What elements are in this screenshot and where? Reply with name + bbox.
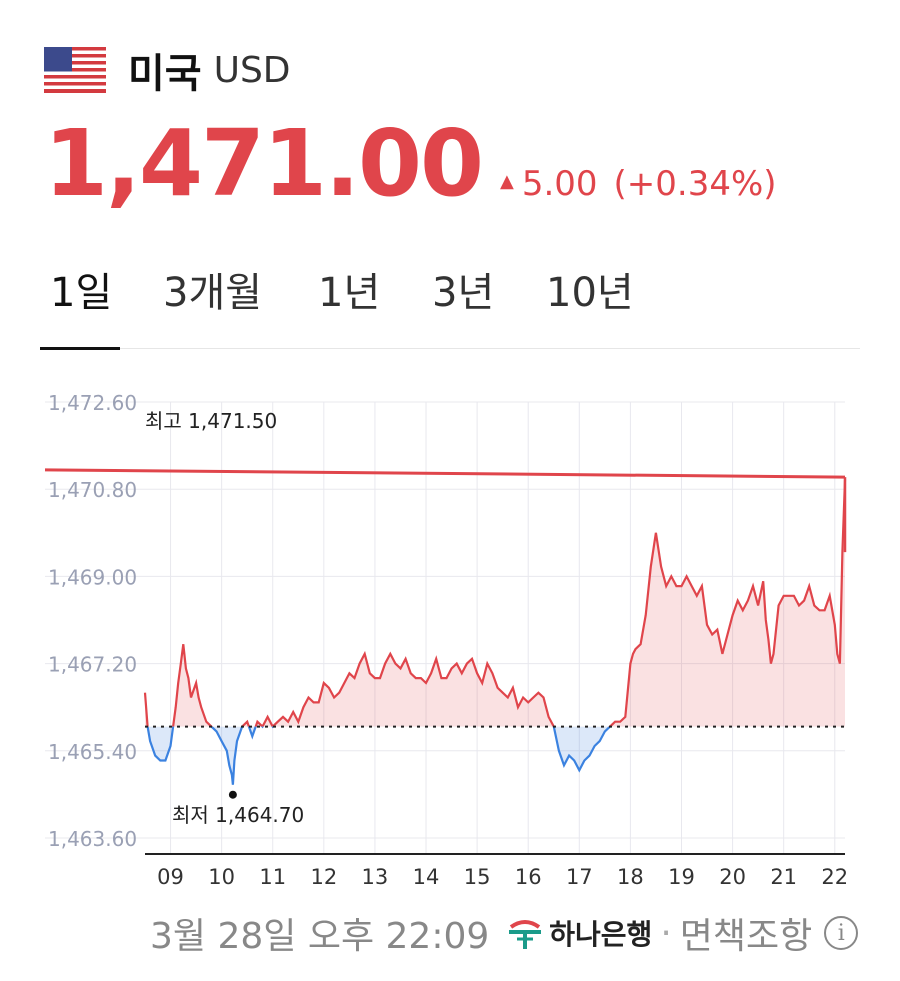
tab-1-day[interactable]: 1일: [50, 270, 113, 316]
series-line-below: [146, 726, 612, 785]
x-tick-label: 15: [464, 865, 491, 889]
y-tick-label: 1,463.60: [48, 827, 137, 851]
x-tick-label: 12: [310, 865, 337, 889]
x-tick-label: 22: [821, 865, 848, 889]
y-tick-label: 1,470.80: [48, 478, 137, 502]
disclaimer-link[interactable]: 면책조항: [679, 916, 813, 957]
bank-name: 하나은행: [549, 918, 653, 951]
tab-3-years[interactable]: 3년: [432, 270, 495, 316]
current-price: 1,471.00: [44, 110, 484, 217]
x-tick-label: 10: [208, 865, 235, 889]
y-tick-label: 1,467.20: [48, 653, 137, 677]
info-icon[interactable]: i: [824, 916, 859, 950]
high-label: 최고 1,471.50: [145, 409, 277, 433]
series-line-above: [143, 479, 847, 727]
price-change: ▲ 5.00 (+0.34%): [500, 164, 777, 204]
change-amount: 5.00: [521, 164, 598, 204]
currency-code: USD: [213, 49, 291, 91]
footer: 3월 28일 오후 22:09 하나은행 · 면책조항 i: [150, 905, 859, 961]
tab-1-year[interactable]: 1년: [318, 270, 381, 316]
x-tick-label: 21: [770, 865, 797, 889]
x-tick-label: 16: [515, 865, 542, 889]
triangle-up-icon: ▲: [499, 171, 514, 192]
exchange-rate-chart: 1,472.60 1,470.80 1,469.00 1,467.20 1,465.40…: [44, 391, 848, 889]
update-timestamp: 3월 28일 오후 22:09: [150, 916, 490, 957]
quote: 1,471.00 ▲ 5.00 (+0.34%): [44, 110, 777, 220]
x-tick-label: 20: [719, 865, 746, 889]
x-tick-label: 17: [566, 865, 593, 889]
x-tick-label: 13: [362, 865, 389, 889]
area-fill-above: [145, 479, 845, 727]
hana-bank-logo-icon: 하나은행: [505, 913, 652, 953]
x-tick-label: 19: [668, 865, 695, 889]
period-tabs: 1일 3개월 1년 3년 10년: [40, 260, 860, 350]
x-tick-label: 18: [617, 865, 644, 889]
active-tab-indicator: [40, 347, 120, 350]
low-point-marker: [228, 790, 237, 799]
y-tick-label: 1,469.00: [48, 565, 137, 589]
x-tick-label: 09: [157, 865, 184, 889]
y-tick-label: 1,472.60: [48, 391, 137, 415]
x-tick-label: 14: [413, 865, 440, 889]
separator: ·: [660, 912, 672, 954]
change-percent: (+0.34%): [613, 164, 777, 204]
x-tick-label: 11: [259, 865, 286, 889]
header: 미국 USD: [44, 40, 291, 100]
country-name: 미국: [128, 51, 202, 97]
y-tick-label: 1,465.40: [48, 740, 137, 764]
us-flag-icon: [44, 47, 106, 93]
reference-line: [44, 468, 846, 479]
tab-3-months[interactable]: 3개월: [163, 270, 263, 316]
low-label: 최저 1,464.70: [172, 803, 304, 827]
tab-10-years[interactable]: 10년: [546, 270, 634, 316]
